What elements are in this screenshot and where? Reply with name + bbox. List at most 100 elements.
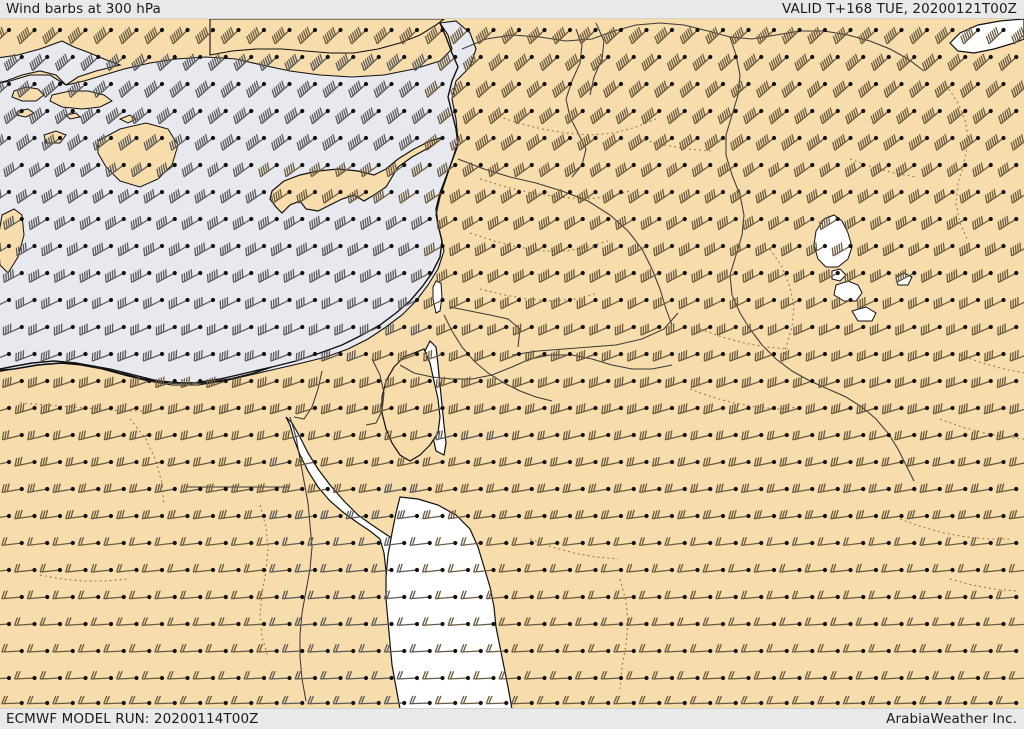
wind-barb <box>156 162 177 178</box>
wind-barb <box>79 269 101 283</box>
wind-barb <box>410 376 432 389</box>
sinai-peninsula <box>381 348 441 462</box>
wind-barb <box>753 670 777 681</box>
wind-barb <box>256 483 279 494</box>
wind-barb <box>614 376 636 389</box>
wind-barb <box>679 80 700 98</box>
wind-barb <box>434 483 458 494</box>
wind-barb <box>691 323 713 336</box>
wind-barb <box>332 483 356 494</box>
wind-barb <box>296 80 318 98</box>
wind-barb <box>257 323 279 336</box>
wind-barb <box>945 376 968 389</box>
wind-barb <box>144 26 165 45</box>
wind-barb <box>549 617 573 627</box>
wind-barb <box>792 376 815 389</box>
wind-barb <box>807 26 828 45</box>
wind-barb <box>472 617 496 627</box>
wind-barb <box>334 269 356 283</box>
wind-barb <box>14 509 37 520</box>
wind-barb <box>538 162 560 178</box>
wind-barb <box>93 26 114 45</box>
wind-barb <box>626 403 649 415</box>
wind-barb <box>360 215 381 231</box>
wind-barb <box>1 590 24 600</box>
wind-barb <box>934 26 955 45</box>
wind-barb <box>778 563 802 573</box>
wind-barb <box>307 483 330 494</box>
wind-barb <box>257 376 279 389</box>
wind-barb <box>64 563 88 573</box>
wind-barb <box>934 80 955 98</box>
wind-barb <box>932 403 955 415</box>
wind-barb <box>628 134 649 151</box>
wind-barb <box>372 242 394 257</box>
wind-barb <box>80 107 101 125</box>
wind-barb <box>396 617 420 627</box>
wind-barb <box>959 134 981 151</box>
wind-barb <box>359 376 381 389</box>
wind-barb <box>398 297 420 310</box>
map-header-bar: Wind barbs at 300 hPa VALID T+168 TUE, 2… <box>0 0 1024 19</box>
wind-barb <box>536 536 560 547</box>
wind-barb <box>804 670 828 681</box>
wind-barb <box>868 643 891 654</box>
wind-barb <box>932 509 955 520</box>
wind-barb <box>564 162 585 178</box>
wind-barb <box>26 483 50 494</box>
wind-barb <box>666 107 687 125</box>
wind-barb <box>410 269 432 283</box>
wind-barb <box>358 536 381 547</box>
wind-barb <box>232 269 254 283</box>
wind-barb <box>334 323 356 336</box>
wind-barb <box>868 483 891 494</box>
wind-barb <box>615 107 636 125</box>
wind-barb <box>727 617 751 627</box>
wind-barb <box>257 269 279 283</box>
wind-barb <box>474 242 496 257</box>
wind-barb <box>360 107 381 125</box>
wind-barb <box>625 617 649 627</box>
wind-barb <box>322 26 343 45</box>
wind-barb <box>66 350 88 362</box>
wind-barb <box>729 242 751 257</box>
wind-barb <box>819 215 840 231</box>
wind-barb <box>168 350 190 362</box>
wind-barb <box>168 297 190 310</box>
wind-barb <box>322 134 343 151</box>
wind-barb <box>90 456 114 467</box>
wind-barb <box>398 242 420 257</box>
wind-barb <box>371 456 394 467</box>
wind-barb <box>715 430 738 441</box>
wind-barb <box>895 215 917 231</box>
wind-barb <box>869 323 891 336</box>
wind-barb <box>474 297 496 310</box>
wind-barb <box>487 323 509 336</box>
wind-barb <box>345 670 369 681</box>
wind-barb <box>448 350 471 362</box>
wind-barb <box>91 350 114 362</box>
wind-barb <box>536 643 560 654</box>
wind-barb <box>372 189 394 204</box>
wind-barb <box>245 189 267 204</box>
wind-barb <box>66 297 88 310</box>
wind-barb <box>907 403 930 415</box>
wind-barb <box>587 590 611 600</box>
wind-barb <box>563 269 585 283</box>
map-canvas[interactable] <box>0 19 1024 709</box>
wind-barb <box>230 695 254 706</box>
wind-barb <box>944 590 968 600</box>
wind-barb <box>983 403 1006 415</box>
wind-barb <box>513 53 534 72</box>
wind-barb <box>347 242 369 257</box>
wind-barb <box>972 215 993 231</box>
wind-barb <box>360 162 381 178</box>
wind-barb <box>281 695 305 706</box>
wind-barb <box>895 323 917 336</box>
wind-barb <box>472 563 496 573</box>
wind-barb <box>894 430 917 441</box>
wind-barb <box>501 26 522 45</box>
wind-barb <box>460 590 483 600</box>
wind-barb <box>703 403 726 415</box>
